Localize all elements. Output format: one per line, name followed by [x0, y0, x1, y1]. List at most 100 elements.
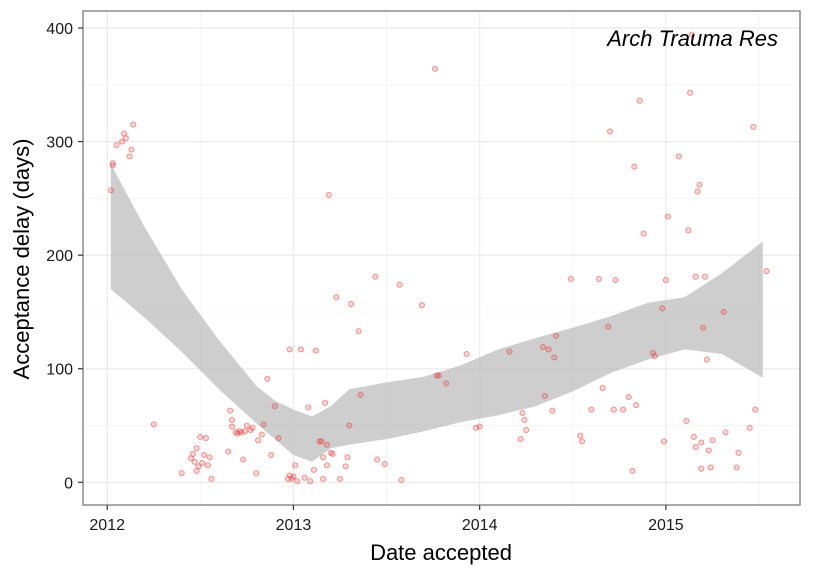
data-point	[687, 89, 694, 96]
data-point	[271, 403, 278, 410]
data-point	[692, 444, 699, 451]
data-point	[268, 451, 275, 459]
data-point	[208, 475, 215, 482]
data-point	[664, 213, 671, 220]
y-tick-label: 100	[46, 362, 73, 379]
data-point	[197, 433, 204, 440]
data-point	[264, 375, 271, 382]
data-point	[705, 447, 712, 454]
data-point	[660, 438, 668, 445]
data-point	[193, 445, 200, 452]
data-point	[292, 462, 299, 469]
data-point	[130, 121, 137, 128]
data-point	[323, 441, 331, 448]
data-point	[521, 416, 528, 423]
data-point	[206, 454, 213, 461]
major-grid	[83, 11, 800, 505]
data-point	[372, 273, 379, 280]
data-point	[552, 332, 560, 339]
data-point	[750, 123, 757, 130]
panel-title: Arch Trauma Res	[605, 26, 778, 51]
data-point	[290, 473, 297, 480]
data-point	[320, 454, 327, 461]
data-point	[357, 391, 364, 398]
y-tick-label: 400	[46, 21, 73, 38]
data-point	[240, 456, 247, 463]
data-point	[523, 426, 530, 434]
data-point	[202, 434, 209, 442]
data-point	[549, 407, 556, 414]
data-point	[318, 438, 325, 445]
data-point	[675, 153, 682, 160]
data-point	[297, 346, 304, 353]
data-point	[662, 277, 669, 284]
data-point	[249, 424, 256, 431]
data-point	[431, 65, 439, 72]
data-point	[325, 191, 332, 199]
data-point	[595, 275, 602, 283]
data-point	[323, 462, 331, 469]
data-point	[519, 409, 526, 417]
data-point	[567, 275, 574, 283]
data-point	[260, 421, 267, 428]
data-point	[275, 434, 282, 442]
data-point	[633, 402, 640, 409]
x-axis-title: Date accepted	[370, 540, 512, 565]
data-point	[322, 399, 329, 406]
data-point	[651, 353, 658, 360]
data-point	[599, 384, 606, 392]
data-point	[506, 348, 513, 355]
data-point	[692, 273, 699, 280]
data-point	[700, 324, 707, 331]
data-point	[433, 372, 440, 379]
data-point	[305, 404, 312, 411]
data-point	[344, 454, 351, 461]
data-point	[189, 450, 196, 457]
data-point	[435, 372, 442, 379]
data-point	[698, 465, 705, 472]
x-tick-label: 2013	[276, 517, 312, 534]
data-point	[119, 138, 126, 145]
data-point	[720, 308, 727, 315]
data-point	[333, 294, 340, 301]
data-point	[752, 406, 759, 413]
data-point	[109, 160, 116, 167]
data-point	[610, 406, 617, 413]
data-point	[107, 187, 114, 194]
data-point	[374, 456, 381, 463]
data-point	[605, 323, 612, 330]
data-point	[201, 451, 208, 459]
data-point	[113, 141, 120, 149]
data-point	[126, 153, 133, 160]
data-point	[688, 31, 696, 38]
data-point	[694, 188, 701, 195]
data-point	[690, 433, 697, 440]
data-point	[709, 437, 716, 444]
y-tick-label: 200	[46, 248, 73, 265]
data-point	[701, 273, 709, 280]
data-point	[649, 349, 656, 356]
data-point	[195, 463, 202, 470]
data-point	[636, 97, 643, 104]
data-point	[128, 146, 135, 153]
y-tick-label: 0	[64, 475, 73, 492]
minor-grid	[83, 11, 800, 505]
data-point	[517, 436, 524, 443]
data-point	[746, 424, 753, 431]
data-point	[733, 464, 740, 471]
data-point	[258, 431, 265, 438]
data-point	[696, 181, 703, 188]
data-point	[310, 466, 317, 473]
data-point	[588, 406, 595, 413]
data-point	[606, 128, 614, 135]
data-point	[320, 475, 327, 482]
data-point	[228, 423, 236, 430]
data-point	[312, 347, 319, 354]
data-point	[703, 356, 710, 363]
data-point	[294, 478, 301, 485]
data-point	[545, 346, 552, 353]
data-point	[620, 406, 627, 413]
x-axis-ticks: 2012 2013 2014 2015	[89, 505, 684, 534]
data-point	[204, 462, 211, 469]
